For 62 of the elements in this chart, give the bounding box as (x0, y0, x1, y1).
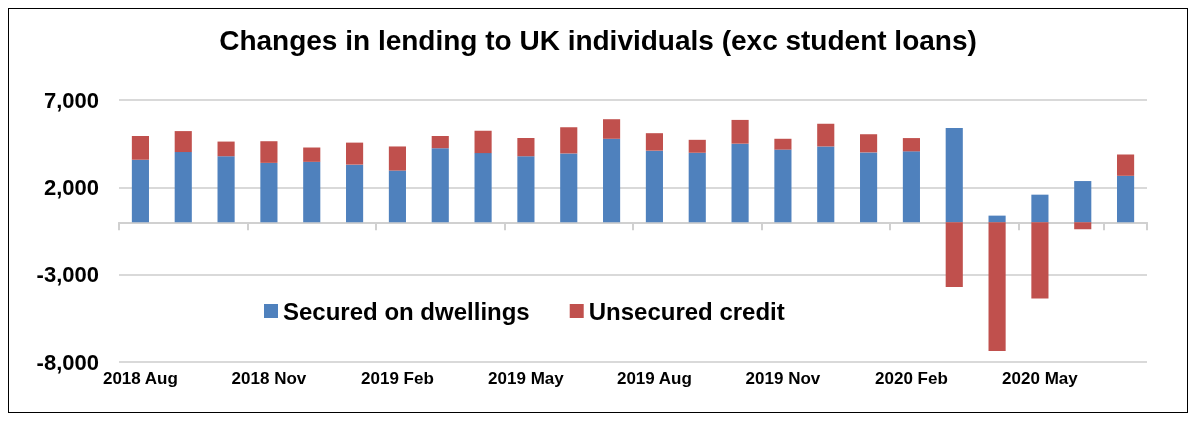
y-tick-label: -3,000 (36, 262, 99, 288)
bar (860, 152, 878, 223)
bar (474, 130, 492, 154)
bar (474, 153, 492, 223)
bar (945, 127, 963, 223)
y-tick-label: 2,000 (43, 174, 99, 200)
bar (217, 156, 235, 223)
bar (174, 152, 192, 223)
bar (1074, 181, 1092, 223)
bar (1031, 222, 1049, 299)
bar (260, 162, 278, 223)
bar (774, 138, 792, 150)
bar (945, 222, 963, 287)
bar (346, 142, 364, 165)
bar (1117, 154, 1135, 176)
bar (603, 119, 621, 139)
bar (688, 139, 706, 153)
x-tick-label: 2020 Feb (875, 369, 948, 388)
bar (603, 138, 621, 223)
bar (174, 131, 192, 153)
bar (131, 135, 149, 160)
bar (902, 151, 920, 223)
legend-label: Unsecured credit (588, 297, 785, 325)
bar (346, 164, 364, 223)
bar (388, 146, 406, 171)
bar (731, 119, 749, 144)
y-tick-label: 7,000 (43, 87, 99, 113)
bar (260, 141, 278, 163)
bar (902, 138, 920, 152)
bar (645, 150, 663, 223)
bar (388, 170, 406, 223)
bar (560, 127, 578, 154)
bar (431, 135, 449, 149)
bar (731, 143, 749, 223)
bar (1031, 194, 1049, 223)
bar (817, 123, 835, 147)
bar (860, 134, 878, 153)
bar (560, 153, 578, 223)
x-tick-label: 2018 Aug (102, 369, 178, 388)
bar (645, 133, 663, 151)
chart-title: Changes in lending to UK individuals (exc student loans) (219, 24, 977, 56)
bar (1074, 222, 1092, 230)
bar (517, 138, 535, 157)
x-tick-label: 2019 Aug (616, 369, 692, 388)
bar (817, 146, 835, 223)
x-tick-label: 2019 May (488, 369, 565, 388)
legend-label: Secured on dwellings (283, 297, 530, 325)
x-tick-label: 2019 Feb (361, 369, 434, 388)
bar (688, 152, 706, 223)
bar (1117, 175, 1135, 223)
bar (217, 141, 235, 157)
bar (774, 149, 792, 223)
bar (303, 161, 321, 223)
bar (517, 156, 535, 223)
bar (131, 159, 149, 223)
x-tick-label: 2018 Nov (231, 369, 307, 388)
y-tick-label: -8,000 (36, 349, 99, 375)
x-tick-label: 2019 Nov (745, 369, 821, 388)
x-tick-label: 2020 May (1002, 369, 1079, 388)
bar (303, 147, 321, 162)
bar (431, 148, 449, 223)
bar (988, 222, 1006, 351)
